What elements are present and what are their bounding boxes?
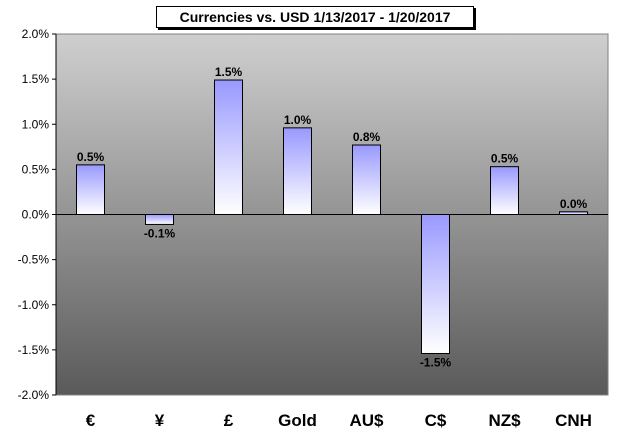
- y-tick-label: 1.5%: [22, 72, 50, 86]
- y-tick-label: -1.0%: [18, 298, 50, 312]
- data-label: -1.5%: [420, 355, 452, 369]
- data-label: 1.5%: [215, 65, 243, 79]
- data-label: 0.0%: [560, 197, 588, 211]
- y-tick-label: 0.5%: [22, 162, 50, 176]
- category-label: AU$: [349, 411, 384, 430]
- bar: [490, 166, 519, 215]
- data-label: 0.8%: [353, 130, 381, 144]
- data-label: -0.1%: [144, 226, 176, 240]
- data-labels: 0.5% -0.1% 1.5% 1.0% 0.8% -1.5% 0.5% 0.0%: [77, 65, 588, 369]
- category-label: NZ$: [488, 411, 521, 430]
- bar: [352, 144, 381, 216]
- category-label: CNH: [555, 411, 592, 430]
- bars: [76, 79, 588, 354]
- y-tick-label: 1.0%: [22, 117, 50, 131]
- y-axis: 2.0% 1.5% 1.0% 0.5% 0.0% -0.5% -1.0% -1.5% -2.0%: [18, 27, 57, 402]
- chart-title: Currencies vs. USD 1/13/2017 - 1/20/2017: [156, 6, 474, 28]
- y-tick-label: 2.0%: [22, 27, 50, 41]
- y-tick-label: -0.5%: [18, 253, 50, 267]
- category-label: €: [86, 411, 96, 430]
- bar: [76, 164, 105, 216]
- data-label: 0.5%: [491, 152, 519, 166]
- category-label: Gold: [278, 411, 317, 430]
- category-label: ¥: [155, 411, 165, 430]
- y-tick-label: -1.5%: [18, 343, 50, 357]
- bar: [145, 214, 174, 225]
- y-tick-label: -2.0%: [18, 388, 50, 402]
- data-label: 1.0%: [284, 113, 312, 127]
- y-tick-label: 0.0%: [22, 208, 50, 222]
- category-label: £: [224, 411, 234, 430]
- bar: [283, 127, 312, 215]
- x-axis: € ¥ £ Gold AU$ C$ NZ$ CNH: [56, 214, 608, 430]
- bar: [214, 79, 243, 215]
- bar: [421, 214, 450, 354]
- data-label: 0.5%: [77, 150, 105, 164]
- category-label: C$: [425, 411, 447, 430]
